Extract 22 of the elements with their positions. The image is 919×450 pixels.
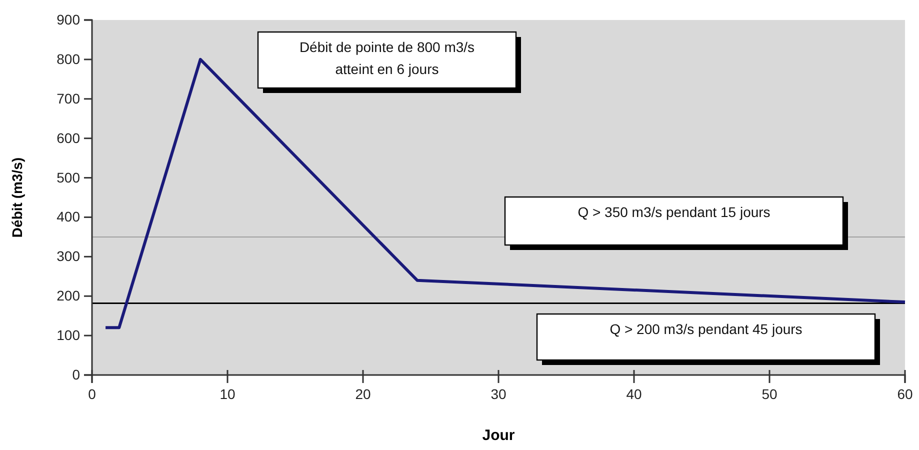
y-tick-label: 800 xyxy=(56,50,80,67)
annotation: Débit de pointe de 800 m3/s atteint en 6 jours xyxy=(299,39,475,77)
x-tick-label: 0 xyxy=(88,386,96,402)
y-tick-label: 500 xyxy=(56,169,80,186)
x-tick-label: 10 xyxy=(220,386,236,402)
y-axis-title: Débit (m3/s) xyxy=(9,157,25,238)
y-tick-label: 600 xyxy=(56,130,80,146)
y-tick-label: 300 xyxy=(56,248,80,264)
y-tick-label: 400 xyxy=(56,208,80,225)
y-tick-label: 700 xyxy=(56,90,80,106)
y-tick-label: 200 xyxy=(56,288,80,304)
annotation: Q > 200 m3/s pendant 45 jours xyxy=(610,321,802,337)
x-tick-label: 30 xyxy=(490,386,506,402)
x-tick-label: 40 xyxy=(626,386,642,402)
y-tick-label: 0 xyxy=(72,366,80,382)
y-tick-label: 100 xyxy=(56,327,80,344)
y-tick-label: 900 xyxy=(56,11,80,28)
x-tick-label: 50 xyxy=(762,386,778,402)
annotation: Q > 350 m3/s pendant 15 jours xyxy=(578,204,770,220)
x-axis-title: Jour xyxy=(482,427,515,444)
x-tick-label: 60 xyxy=(897,386,913,402)
x-tick-label: 20 xyxy=(355,386,371,402)
